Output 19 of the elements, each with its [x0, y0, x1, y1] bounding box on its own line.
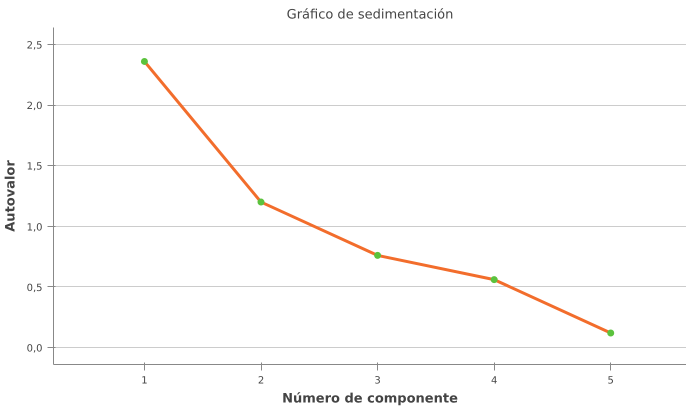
- y-tick-label: 2,5: [26, 40, 43, 52]
- point: [258, 198, 265, 206]
- y-tick-label: 2,0: [26, 101, 43, 112]
- x-tick-label: 2: [258, 376, 264, 386]
- point: [140, 58, 148, 65]
- y-tick-label: 0,5: [26, 282, 43, 294]
- chart-title: Gráfico de sedimentación: [286, 8, 454, 22]
- x-axis-title: Número de componente: [282, 392, 458, 406]
- y-axis-title: Autovalor: [4, 160, 19, 232]
- point: [374, 252, 382, 259]
- x-tick-label: 1: [141, 376, 148, 386]
- point: [490, 276, 498, 284]
- y-tick-label: 1,5: [26, 162, 43, 173]
- y-tick-label: 1,0: [26, 222, 43, 234]
- x-tick-label: 4: [490, 376, 498, 386]
- point: [607, 329, 614, 336]
- y-tick-label: 0,0: [26, 344, 43, 355]
- x-tick-label: 3: [374, 376, 381, 386]
- x-tick-label: 5: [608, 376, 614, 386]
